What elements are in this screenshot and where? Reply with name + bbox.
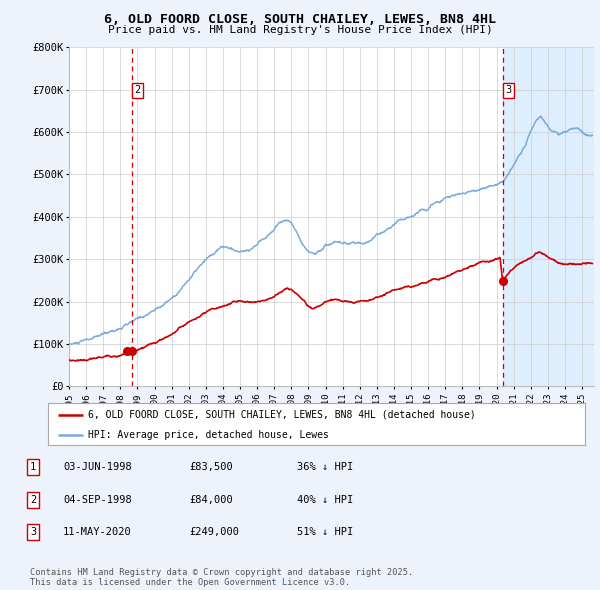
Text: 3: 3 [505, 86, 511, 96]
Text: 03-JUN-1998: 03-JUN-1998 [63, 463, 132, 472]
Text: 6, OLD FOORD CLOSE, SOUTH CHAILEY, LEWES, BN8 4HL (detached house): 6, OLD FOORD CLOSE, SOUTH CHAILEY, LEWES… [88, 410, 476, 420]
Text: 51% ↓ HPI: 51% ↓ HPI [297, 527, 353, 537]
Text: Price paid vs. HM Land Registry's House Price Index (HPI): Price paid vs. HM Land Registry's House … [107, 25, 493, 35]
Text: Contains HM Land Registry data © Crown copyright and database right 2025.
This d: Contains HM Land Registry data © Crown c… [30, 568, 413, 587]
Text: 2: 2 [30, 495, 36, 504]
Text: 36% ↓ HPI: 36% ↓ HPI [297, 463, 353, 472]
Text: 3: 3 [30, 527, 36, 537]
Text: 2: 2 [134, 86, 140, 96]
Text: £84,000: £84,000 [189, 495, 233, 504]
Text: 1: 1 [30, 463, 36, 472]
Text: 11-MAY-2020: 11-MAY-2020 [63, 527, 132, 537]
Text: HPI: Average price, detached house, Lewes: HPI: Average price, detached house, Lewe… [88, 430, 329, 440]
Text: £249,000: £249,000 [189, 527, 239, 537]
Text: 40% ↓ HPI: 40% ↓ HPI [297, 495, 353, 504]
Text: 6, OLD FOORD CLOSE, SOUTH CHAILEY, LEWES, BN8 4HL: 6, OLD FOORD CLOSE, SOUTH CHAILEY, LEWES… [104, 13, 496, 26]
Text: 04-SEP-1998: 04-SEP-1998 [63, 495, 132, 504]
Text: £83,500: £83,500 [189, 463, 233, 472]
Bar [503, 47, 594, 386]
